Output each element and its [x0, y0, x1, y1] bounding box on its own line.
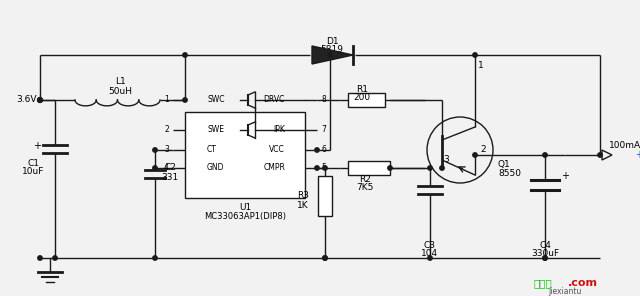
Text: R2: R2	[359, 175, 371, 184]
Text: IPK: IPK	[273, 126, 285, 134]
Circle shape	[598, 153, 602, 157]
Text: C4: C4	[539, 242, 551, 250]
Text: C1: C1	[27, 158, 39, 168]
Text: 5: 5	[321, 163, 326, 173]
Text: +: +	[33, 141, 41, 151]
Circle shape	[440, 166, 444, 170]
Text: L1: L1	[115, 78, 125, 86]
Circle shape	[543, 153, 547, 157]
Text: 4: 4	[164, 163, 169, 173]
Text: 3: 3	[443, 155, 449, 165]
Text: 7: 7	[321, 126, 326, 134]
Text: SWC: SWC	[207, 96, 225, 104]
Text: 3: 3	[164, 146, 169, 155]
Circle shape	[323, 166, 327, 170]
Text: SWE: SWE	[207, 126, 224, 134]
Text: 200: 200	[353, 92, 371, 102]
Circle shape	[153, 256, 157, 260]
Circle shape	[388, 166, 392, 170]
Text: CT: CT	[207, 146, 217, 155]
Circle shape	[315, 148, 319, 152]
Text: Q1: Q1	[498, 160, 511, 170]
Text: MC33063AP1(DIP8): MC33063AP1(DIP8)	[204, 212, 286, 221]
Circle shape	[323, 256, 327, 260]
Text: 1: 1	[478, 60, 484, 70]
Text: 1: 1	[164, 96, 169, 104]
Bar	[348, 161, 390, 175]
Text: 104: 104	[421, 250, 438, 258]
Circle shape	[38, 97, 42, 102]
Circle shape	[328, 53, 332, 57]
Bar	[185, 112, 305, 198]
Text: DRVC: DRVC	[264, 96, 285, 104]
Circle shape	[315, 166, 319, 170]
Text: 6: 6	[321, 146, 326, 155]
Text: jiexiantu: jiexiantu	[548, 287, 581, 295]
Bar	[348, 93, 385, 107]
Text: 5819: 5819	[321, 44, 344, 54]
Text: 8550: 8550	[498, 170, 521, 178]
Polygon shape	[312, 46, 353, 64]
Circle shape	[473, 53, 477, 57]
Text: R3: R3	[297, 192, 309, 200]
Bar	[318, 176, 332, 216]
Circle shape	[153, 166, 157, 170]
Circle shape	[428, 256, 432, 260]
Circle shape	[428, 166, 432, 170]
Text: 1K: 1K	[297, 202, 309, 210]
Text: R1: R1	[356, 84, 368, 94]
Circle shape	[153, 148, 157, 152]
Circle shape	[38, 256, 42, 260]
Text: 7K5: 7K5	[356, 184, 374, 192]
Text: 50uH: 50uH	[108, 86, 132, 96]
Circle shape	[473, 153, 477, 157]
Circle shape	[183, 98, 188, 102]
Text: VCC: VCC	[269, 146, 285, 155]
Circle shape	[323, 256, 327, 260]
Circle shape	[543, 256, 547, 260]
Text: 330uF: 330uF	[531, 250, 559, 258]
Text: U1: U1	[239, 202, 251, 212]
Text: 10uF: 10uF	[22, 168, 44, 176]
Text: 3.6V: 3.6V	[16, 96, 36, 104]
Text: 2: 2	[480, 144, 486, 154]
Text: 2: 2	[164, 126, 169, 134]
Text: C2: C2	[164, 163, 176, 173]
Text: GND: GND	[207, 163, 225, 173]
Text: 8: 8	[321, 96, 326, 104]
Text: D1: D1	[326, 36, 339, 46]
Text: C3: C3	[424, 242, 436, 250]
Text: .com: .com	[568, 278, 598, 288]
Circle shape	[183, 53, 188, 57]
Circle shape	[38, 98, 42, 102]
Text: 331: 331	[161, 173, 179, 183]
Text: +: +	[561, 171, 569, 181]
Text: +9.8V: +9.8V	[635, 150, 640, 160]
Text: 接线图: 接线图	[533, 278, 552, 288]
Text: 100mA: 100mA	[609, 141, 640, 149]
Circle shape	[52, 256, 57, 260]
Circle shape	[543, 256, 547, 260]
Text: CMPR: CMPR	[263, 163, 285, 173]
